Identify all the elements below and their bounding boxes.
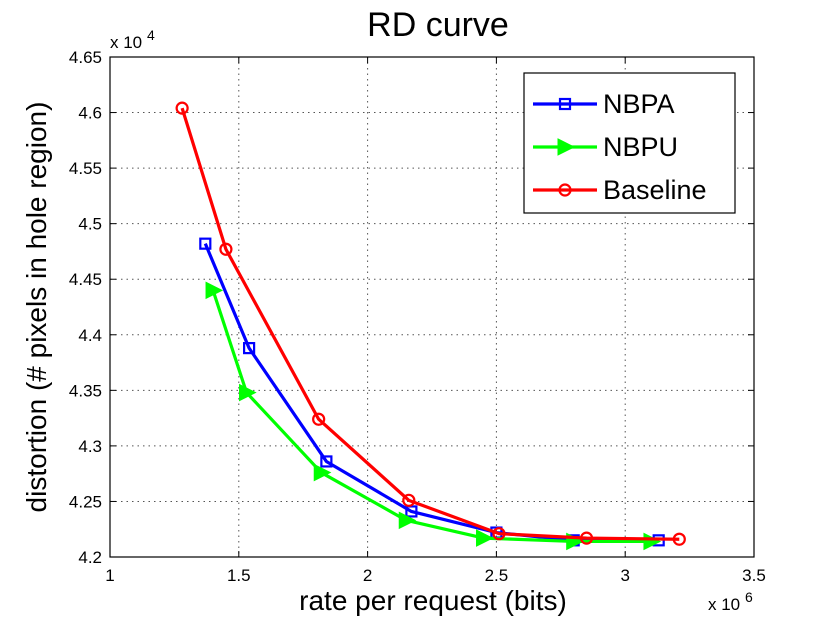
ticks: 1 1.5 2 2.5 3 3.5 4.2 4.25 4.3 4.35 4.4 4.45 4.5 4.55…	[69, 48, 766, 585]
nbpa-point	[243, 342, 256, 355]
legend-label-nbpu: NBPU	[603, 132, 678, 162]
y-multiplier-base: x 10	[110, 33, 142, 52]
x-tick-label: 3	[620, 566, 629, 585]
y-tick-label: 4.45	[69, 270, 102, 289]
legend-item-nbpu: NBPU	[533, 132, 678, 162]
legend: NBPA NBPU Baseline	[523, 72, 736, 214]
y-multiplier: x 10 4	[110, 27, 155, 52]
series-nbpa	[199, 237, 665, 547]
series-layer	[175, 101, 686, 551]
nbpu-point	[398, 511, 417, 530]
x-multiplier: x 10 6	[708, 589, 753, 614]
baseline-point	[579, 531, 594, 545]
nbpa-point	[405, 505, 418, 518]
legend-item-nbpa: NBPA	[533, 89, 675, 119]
y-axis-title: distortion (# pixels in hole region)	[21, 102, 52, 513]
baseline-point	[672, 532, 686, 546]
baseline-point	[492, 527, 506, 541]
legend-marker-nbpa	[558, 97, 572, 111]
x-tick-label: 1	[105, 566, 114, 585]
y-multiplier-exp: 4	[147, 27, 155, 43]
baseline-point	[175, 101, 189, 115]
plot-frame	[109, 56, 755, 558]
nbpu-point	[313, 463, 332, 482]
legend-label-nbpa: NBPA	[603, 89, 675, 119]
nbpa-point	[199, 237, 212, 250]
nbpu-line	[211, 289, 651, 544]
y-tick-label: 4.25	[69, 492, 102, 511]
nbpa-line	[203, 243, 659, 542]
legend-marker-nbpu	[557, 138, 576, 156]
series-baseline	[175, 101, 686, 546]
x-multiplier-exp: 6	[745, 589, 753, 605]
baseline-point	[312, 412, 326, 426]
x-multiplier-base: x 10	[708, 595, 740, 614]
baseline-line	[180, 107, 680, 541]
x-tick-label: 2.5	[485, 566, 509, 585]
legend-item-baseline: Baseline	[533, 175, 707, 205]
legend-marker-baseline	[558, 183, 572, 197]
y-tick-label: 4.65	[69, 48, 102, 67]
nbpu-point	[205, 281, 224, 300]
y-tick-label: 4.4	[78, 326, 102, 345]
y-tick-label: 4.55	[69, 159, 102, 178]
y-tick-label: 4.3	[78, 437, 102, 456]
y-tick-label: 4.35	[69, 381, 102, 400]
baseline-point	[402, 493, 416, 507]
y-tick-label: 4.2	[78, 548, 102, 567]
y-tick-label: 4.6	[78, 104, 102, 123]
y-tick-label: 4.5	[78, 215, 102, 234]
x-tick-label: 3.5	[742, 566, 766, 585]
nbpu-point	[239, 383, 257, 402]
x-axis-title: rate per request (bits)	[299, 585, 567, 616]
chart-title: RD curve	[367, 6, 509, 44]
x-tick-label: 1.5	[227, 566, 251, 585]
x-tick-label: 2	[363, 566, 372, 585]
nbpa-point	[320, 455, 333, 468]
baseline-point	[219, 242, 233, 256]
legend-label-baseline: Baseline	[603, 175, 707, 205]
nbpu-point	[476, 529, 494, 547]
